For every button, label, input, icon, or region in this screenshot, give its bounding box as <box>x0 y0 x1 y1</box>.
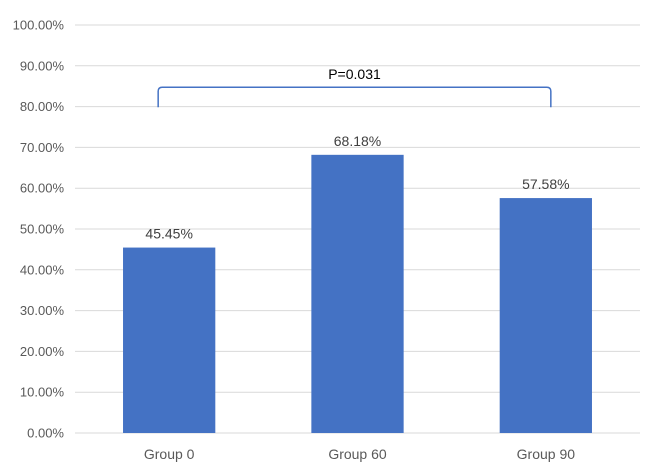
p-value-label: P=0.031 <box>328 66 381 82</box>
bars <box>123 154 592 433</box>
data-label: 57.58% <box>522 176 569 192</box>
bar <box>499 198 592 433</box>
y-axis-tick-labels: 0.00% 10.00% 20.00% 30.00% 40.00% 50.00% 60.00… <box>13 18 65 441</box>
category-label: Group 90 <box>517 446 576 462</box>
y-tick-label: 90.00% <box>20 58 65 73</box>
bar <box>123 247 216 433</box>
y-tick-label: 40.00% <box>20 262 65 277</box>
y-tick-label: 80.00% <box>20 99 65 114</box>
y-tick-label: 0.00% <box>27 426 64 441</box>
data-labels: 45.45% 68.18% 57.58% <box>145 133 569 242</box>
x-axis-category-labels: Group 0 Group 60 Group 90 <box>144 446 575 462</box>
y-tick-label: 60.00% <box>20 181 65 196</box>
category-label: Group 0 <box>144 446 195 462</box>
category-label: Group 60 <box>328 446 387 462</box>
y-tick-label: 10.00% <box>20 385 65 400</box>
y-tick-label: 20.00% <box>20 344 65 359</box>
significance-annotation: P=0.031 <box>157 66 552 108</box>
y-tick-label: 100.00% <box>13 18 65 33</box>
y-tick-label: 70.00% <box>20 140 65 155</box>
data-label: 68.18% <box>334 133 381 149</box>
y-tick-label: 30.00% <box>20 303 65 318</box>
data-label: 45.45% <box>145 226 192 242</box>
y-tick-label: 50.00% <box>20 222 65 237</box>
significance-bracket <box>157 86 552 108</box>
bar <box>311 154 404 433</box>
